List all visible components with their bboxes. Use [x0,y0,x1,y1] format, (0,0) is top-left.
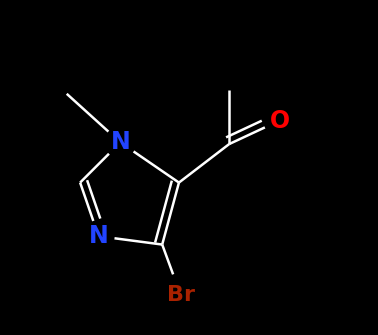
Text: N: N [89,224,108,248]
Text: O: O [270,109,290,133]
Text: N: N [110,130,130,154]
Text: Br: Br [167,285,195,305]
